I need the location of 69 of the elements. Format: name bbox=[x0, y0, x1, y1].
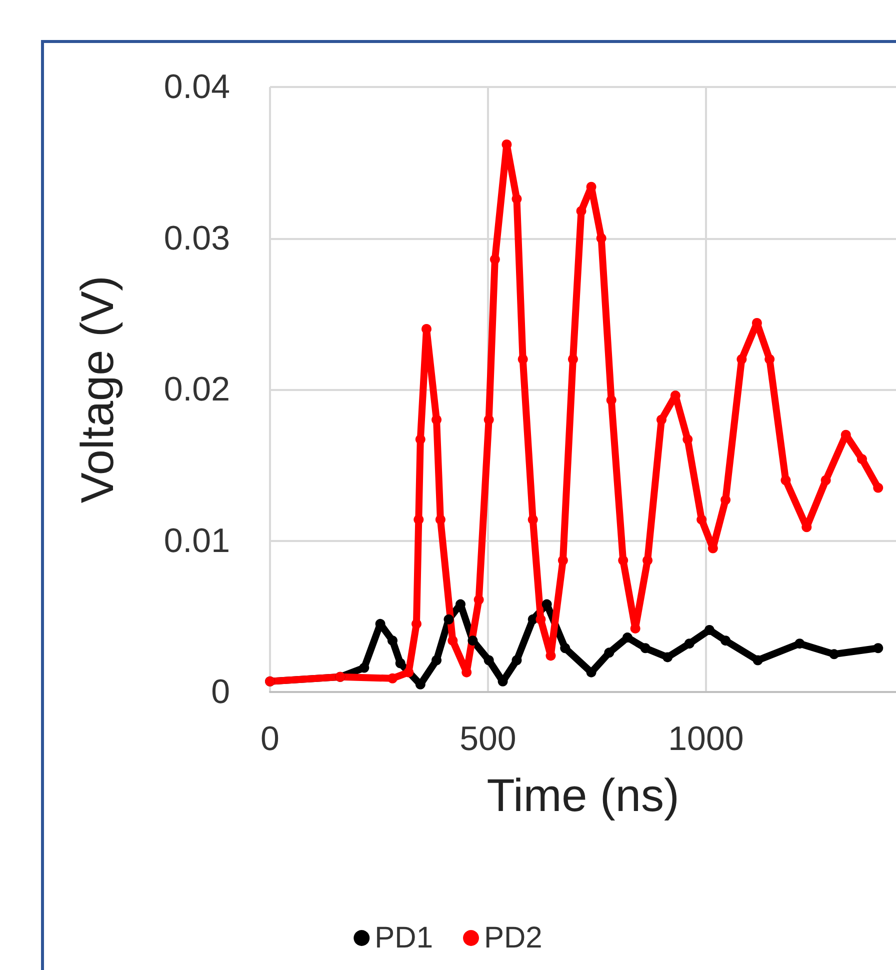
point bbox=[448, 636, 458, 646]
y-axis-title: Voltage (V) bbox=[71, 276, 123, 504]
point bbox=[490, 254, 500, 264]
point bbox=[558, 555, 568, 566]
point bbox=[780, 475, 791, 486]
point bbox=[720, 494, 731, 505]
point bbox=[576, 206, 586, 216]
point bbox=[618, 555, 628, 566]
x-tick-label: 1000 bbox=[668, 720, 744, 758]
point bbox=[560, 643, 570, 654]
point bbox=[395, 658, 406, 668]
point bbox=[873, 643, 884, 654]
legend-label: PD1 bbox=[374, 922, 433, 954]
point bbox=[518, 354, 528, 364]
point bbox=[484, 655, 494, 666]
point bbox=[604, 648, 614, 658]
y-tick-label: 0.02 bbox=[164, 370, 230, 408]
point bbox=[606, 395, 616, 406]
point bbox=[388, 636, 398, 646]
point bbox=[622, 632, 632, 643]
x-axis-title: Time (ns) bbox=[486, 769, 680, 821]
point bbox=[468, 636, 478, 646]
point bbox=[586, 667, 596, 678]
point bbox=[432, 414, 442, 425]
point bbox=[414, 514, 424, 525]
point bbox=[444, 614, 454, 624]
point bbox=[404, 667, 414, 678]
point bbox=[656, 414, 666, 425]
point bbox=[568, 354, 578, 364]
point bbox=[857, 454, 867, 464]
y-tick-label: 0.04 bbox=[164, 68, 230, 106]
point bbox=[432, 655, 442, 666]
point bbox=[764, 354, 775, 364]
x-tick-label: 0 bbox=[260, 720, 280, 758]
point bbox=[415, 434, 426, 444]
point bbox=[536, 614, 546, 624]
point bbox=[720, 636, 731, 646]
point bbox=[752, 655, 763, 666]
point bbox=[794, 638, 805, 649]
point bbox=[359, 662, 370, 673]
point bbox=[546, 650, 556, 661]
point bbox=[435, 514, 446, 525]
point bbox=[502, 139, 512, 150]
point bbox=[542, 599, 552, 610]
point bbox=[696, 514, 707, 525]
point bbox=[642, 555, 653, 566]
point bbox=[820, 475, 831, 486]
point bbox=[474, 594, 484, 605]
point bbox=[640, 643, 650, 654]
point bbox=[829, 649, 840, 660]
point bbox=[484, 414, 494, 425]
point bbox=[736, 354, 747, 364]
point bbox=[512, 655, 522, 666]
point bbox=[682, 434, 693, 444]
y-tick-label: 0.01 bbox=[164, 522, 230, 560]
point bbox=[704, 624, 714, 635]
legend-label: PD2 bbox=[484, 922, 542, 954]
point bbox=[512, 194, 522, 204]
point bbox=[388, 673, 398, 684]
point bbox=[528, 514, 538, 525]
point bbox=[422, 324, 432, 334]
point bbox=[684, 638, 694, 649]
point bbox=[411, 618, 422, 629]
y-tick-label: 0.03 bbox=[164, 219, 230, 258]
point bbox=[662, 652, 673, 662]
point bbox=[873, 482, 884, 493]
point bbox=[596, 233, 606, 244]
y-tick-label: 0 bbox=[211, 673, 230, 711]
x-tick-label: 500 bbox=[460, 720, 516, 758]
